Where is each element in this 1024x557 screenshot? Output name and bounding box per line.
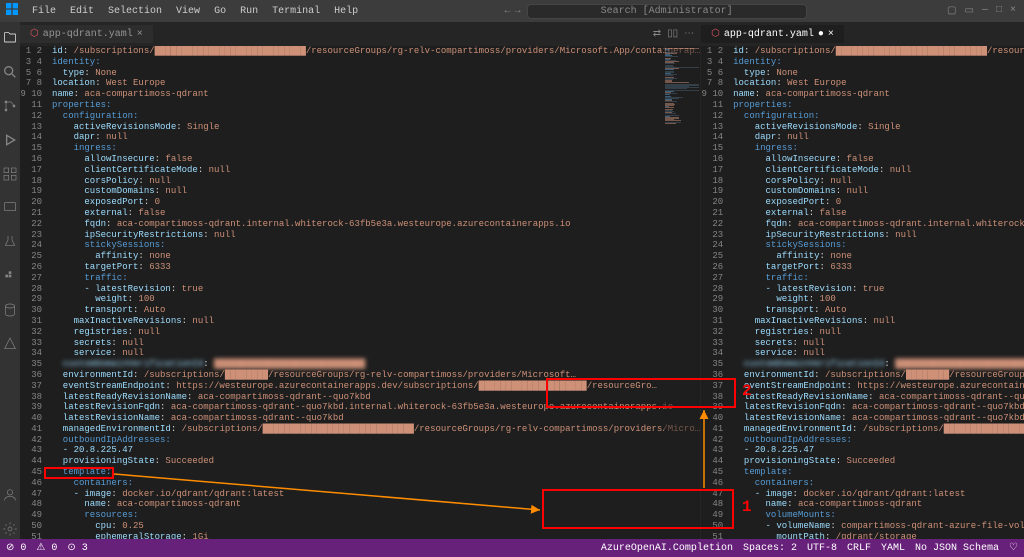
database-icon[interactable] (0, 300, 20, 320)
extensions-icon[interactable] (0, 164, 20, 184)
menu-selection[interactable]: Selection (102, 4, 168, 19)
more-icon[interactable]: ⋯ (684, 28, 694, 40)
remote-icon[interactable] (0, 198, 20, 218)
annotation-num-1: 1 (742, 498, 752, 516)
tab-dirty-icon: ● (818, 29, 824, 40)
window-controls[interactable]: ▢ ▭ — □ × (947, 5, 1020, 17)
explorer-icon[interactable] (0, 28, 18, 48)
tabs-right: ⬡ app-qdrant.yaml ● × ▷ ▯▯ ⋯ (701, 22, 1024, 46)
docker-icon[interactable] (0, 266, 20, 286)
menu-edit[interactable]: Edit (64, 4, 100, 19)
status-item[interactable]: ♡ (1009, 542, 1018, 554)
compare-icon[interactable]: ⇄ (653, 28, 661, 40)
menu-view[interactable]: View (170, 4, 206, 19)
nav-back-icon[interactable]: ← (505, 6, 511, 17)
status-item[interactable]: CRLF (847, 542, 871, 554)
line-gutter-right: 1 2 3 4 5 6 7 8 9 10 11 12 13 14 15 16 1… (701, 46, 729, 539)
status-left: ⊘ 0 ⚠ 0 ⊙ 3 (6, 542, 88, 554)
menu-bar: FileEditSelectionViewGoRunTerminalHelp (26, 4, 364, 19)
status-right: AzureOpenAI.Completion Spaces: 2 UTF-8 CRL… (601, 542, 1018, 554)
app-icon (4, 1, 20, 21)
code-content-right[interactable]: id: /subscriptions/█████████████████████… (729, 46, 1024, 539)
accounts-icon[interactable] (0, 485, 20, 505)
tab-file-icon: ⬡ (30, 28, 39, 40)
minimap-left[interactable] (664, 46, 700, 539)
status-extension[interactable]: AzureOpenAI.Completion (601, 542, 733, 554)
line-gutter-left: 1 2 3 4 5 6 7 8 9 10 11 12 13 14 15 16 1… (20, 46, 48, 539)
status-item[interactable]: ⊘ 0 (6, 542, 26, 554)
settings-gear-icon[interactable] (0, 519, 20, 539)
tab-file-icon: ⬡ (711, 28, 720, 40)
layout-toggle-icon[interactable]: ▢ (947, 5, 956, 17)
tab-right[interactable]: ⬡ app-qdrant.yaml ● × (701, 25, 845, 43)
status-bar: ⊘ 0 ⚠ 0 ⊙ 3 AzureOpenAI.Completion Spaces:… (0, 539, 1024, 557)
menu-terminal[interactable]: Terminal (266, 4, 326, 19)
editor-split-view: ⬡ app-qdrant.yaml × ⇄ ▯▯ ⋯ 1 2 3 4 5 6 7… (20, 22, 1024, 539)
tab-label: app-qdrant.yaml (724, 29, 814, 40)
tab-close-icon[interactable]: × (828, 29, 834, 40)
code-content-left[interactable]: id: /subscriptions/█████████████████████… (48, 46, 700, 539)
activity-bar (0, 22, 20, 539)
menu-help[interactable]: Help (328, 4, 364, 19)
titlebar: FileEditSelectionViewGoRunTerminalHelp ←… (0, 0, 1024, 22)
status-item[interactable]: Spaces: 2 (743, 542, 797, 554)
code-area-right[interactable]: 1 2 3 4 5 6 7 8 9 10 11 12 13 14 15 16 1… (701, 46, 1024, 539)
tab-actions-left[interactable]: ⇄ ▯▯ ⋯ (653, 28, 700, 40)
testing-icon[interactable] (0, 232, 20, 252)
tab-close-icon[interactable]: × (137, 29, 143, 40)
nav-fwd-icon[interactable]: → (515, 6, 521, 17)
minimize-icon[interactable]: — (982, 5, 988, 17)
menu-go[interactable]: Go (208, 4, 232, 19)
tab-label: app-qdrant.yaml (43, 29, 133, 40)
menu-run[interactable]: Run (234, 4, 264, 19)
debug-icon[interactable] (0, 130, 20, 150)
status-item[interactable]: YAML (881, 542, 905, 554)
close-icon[interactable]: × (1010, 5, 1016, 17)
status-item[interactable]: ⚠ 0 (36, 542, 57, 554)
status-item[interactable]: ⊙ 3 (67, 542, 87, 554)
editor-pane-right: ⬡ app-qdrant.yaml ● × ▷ ▯▯ ⋯ 1 2 3 4 5 6… (701, 22, 1024, 539)
command-center-search[interactable]: Search [Administrator] (527, 4, 807, 19)
editor-pane-left: ⬡ app-qdrant.yaml × ⇄ ▯▯ ⋯ 1 2 3 4 5 6 7… (20, 22, 701, 539)
status-item[interactable]: UTF-8 (807, 542, 837, 554)
layout-panel-icon[interactable]: ▭ (965, 5, 974, 17)
code-area-left[interactable]: 1 2 3 4 5 6 7 8 9 10 11 12 13 14 15 16 1… (20, 46, 700, 539)
menu-file[interactable]: File (26, 4, 62, 19)
maximize-icon[interactable]: □ (996, 5, 1002, 17)
tab-left[interactable]: ⬡ app-qdrant.yaml × (20, 25, 154, 43)
tabs-left: ⬡ app-qdrant.yaml × ⇄ ▯▯ ⋯ (20, 22, 700, 46)
azure-icon[interactable] (0, 334, 20, 354)
search-icon[interactable] (0, 62, 20, 82)
nav-arrows[interactable]: ← → (505, 6, 521, 17)
status-item[interactable]: No JSON Schema (915, 542, 999, 554)
split-icon[interactable]: ▯▯ (667, 28, 678, 40)
annotation-num-2: 2 (742, 382, 752, 400)
source-control-icon[interactable] (0, 96, 20, 116)
